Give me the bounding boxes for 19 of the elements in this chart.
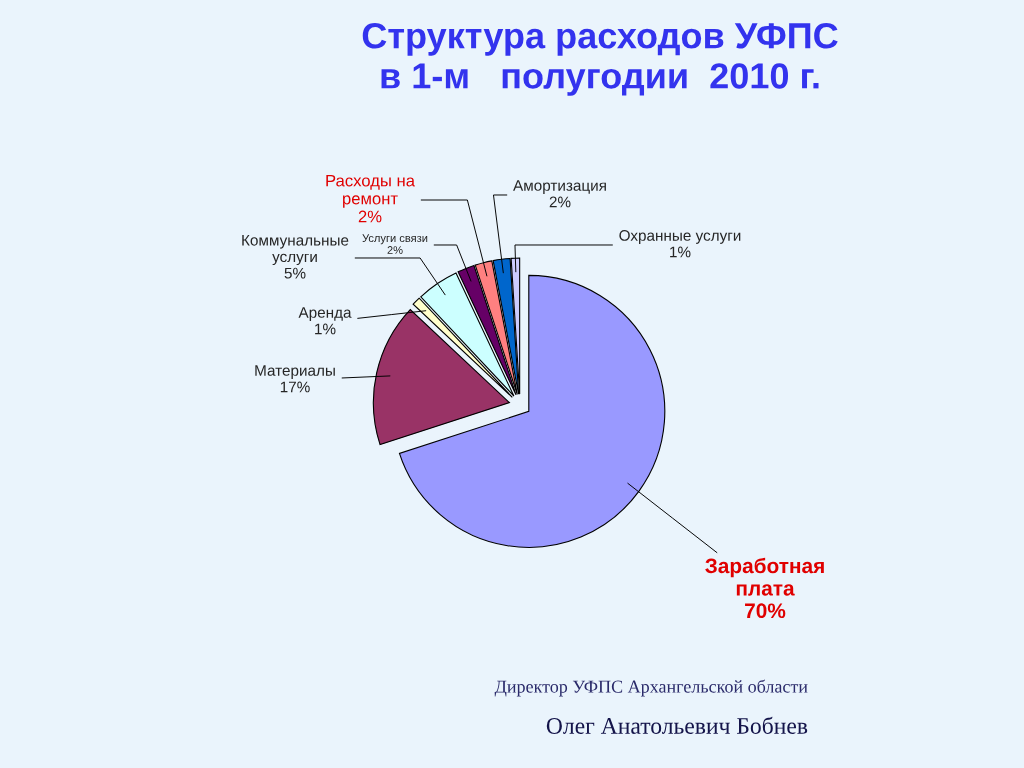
slice-label: Материалы bbox=[255, 365, 335, 379]
data-label: 2% bbox=[387, 246, 403, 254]
slice-label: Амортизация bbox=[513, 180, 606, 194]
chart-title: Структура расходов УФПС в 1-м полугодии 2010 г. bbox=[362, 22, 838, 96]
slice-label: Охранные услуги bbox=[619, 230, 741, 244]
slice-label: Аренда bbox=[298, 307, 352, 321]
slice-label: Расходы на ремонт bbox=[326, 174, 415, 208]
text: Олег Анатольевич Бобнев bbox=[546, 716, 808, 734]
data-label: 17% bbox=[280, 381, 310, 393]
data-label: 2% bbox=[358, 210, 382, 223]
data-label: 1% bbox=[315, 323, 336, 335]
data-label: 1% bbox=[670, 246, 691, 258]
data-label: 70% bbox=[745, 603, 786, 619]
slice-label: Коммунальные услуги bbox=[242, 234, 349, 266]
data-label: 5% bbox=[284, 267, 306, 279]
slice-label: Заработная плата bbox=[705, 557, 824, 596]
slice-label: Услуги связи bbox=[362, 234, 428, 245]
text: Директор УФПС Архангельской области bbox=[494, 679, 808, 697]
data-label: 2% bbox=[549, 196, 571, 208]
